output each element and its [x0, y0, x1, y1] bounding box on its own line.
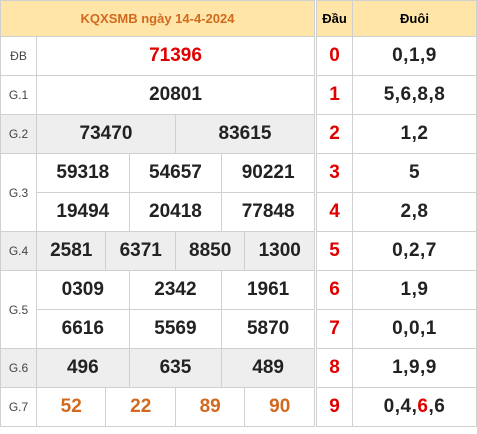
loto-duoi-part: 0,4, [383, 396, 418, 417]
loto-duoi: 1,9,9 [352, 348, 477, 388]
prize-g5-value: 1961 [221, 270, 315, 310]
prize-g5-value: 5870 [221, 309, 315, 349]
prize-g2-value: 83615 [174, 114, 316, 154]
prize-label-g3: G.3 [0, 153, 37, 232]
prize-g2-value: 73470 [36, 114, 176, 154]
prize-g4-value: 2581 [35, 231, 107, 271]
prize-g5-value: 5569 [128, 309, 223, 349]
loto-duoi: 1,9 [352, 270, 477, 310]
loto-duoi: 5 [352, 153, 477, 193]
loto-dau: 1 [316, 75, 353, 115]
loto-duoi: 0,4,6,6 [352, 387, 477, 427]
loto-duoi: 0,2,7 [352, 231, 477, 271]
prize-label-g4: G.4 [0, 231, 37, 271]
loto-dau: 4 [316, 192, 353, 232]
prize-g5-value: 2342 [128, 270, 223, 310]
loto-duoi: 5,6,8,8 [352, 75, 477, 115]
loto-dau: 2 [316, 114, 353, 154]
prize-g3-value: 19494 [36, 192, 130, 232]
prize-label-db: ĐB [0, 36, 37, 76]
loto-duoi: 1,2 [352, 114, 477, 154]
header-duoi: Đuôi [352, 0, 477, 37]
prize-g5-value: 0309 [36, 270, 130, 310]
prize-g4-value: 1300 [244, 231, 315, 271]
prize-g4-value: 8850 [174, 231, 246, 271]
loto-dau: 6 [316, 270, 353, 310]
prize-g7-value: 22 [105, 387, 176, 427]
prize-g1-value: 20801 [36, 75, 315, 115]
prize-g3-value: 90221 [221, 153, 315, 193]
prize-g7-value: 90 [244, 387, 315, 427]
loto-dau: 5 [316, 231, 353, 271]
results-table: KQXSMB ngày 14-4-2024 ĐB 71396 G.1 20801… [0, 0, 316, 427]
loto-duoi: 0,0,1 [352, 309, 477, 349]
prize-label-g6: G.6 [0, 348, 37, 388]
loto-dau: 9 [316, 387, 353, 427]
prize-g3-value: 77848 [221, 192, 315, 232]
loto-duoi-highlight: 6 [417, 396, 429, 417]
header-dau: Đầu [316, 0, 353, 37]
prize-g5-value: 6616 [36, 309, 130, 349]
loto-dau: 0 [316, 36, 353, 76]
prize-label-g1: G.1 [0, 75, 37, 115]
prize-db-value: 71396 [36, 36, 315, 76]
prize-label-g2: G.2 [0, 114, 37, 154]
loto-duoi: 2,8 [352, 192, 477, 232]
prize-g4-value: 6371 [105, 231, 176, 271]
prize-g3-value: 54657 [128, 153, 223, 193]
prize-label-g5: G.5 [0, 270, 37, 349]
loto-dau: 7 [316, 309, 353, 349]
loto-dau: 3 [316, 153, 353, 193]
loto-dau: 8 [316, 348, 353, 388]
results-title: KQXSMB ngày 14-4-2024 [0, 0, 315, 37]
prize-g6-value: 635 [128, 348, 223, 388]
prize-g3-value: 59318 [36, 153, 130, 193]
prize-g6-value: 489 [221, 348, 315, 388]
loto-duoi-part: ,6 [428, 396, 446, 417]
prize-label-g7: G.7 [0, 387, 37, 427]
prize-g3-value: 20418 [128, 192, 223, 232]
prize-g6-value: 496 [36, 348, 130, 388]
prize-g7-value: 89 [174, 387, 246, 427]
loto-duoi: 0,1,9 [352, 36, 477, 76]
prize-g7-value: 52 [35, 387, 107, 427]
